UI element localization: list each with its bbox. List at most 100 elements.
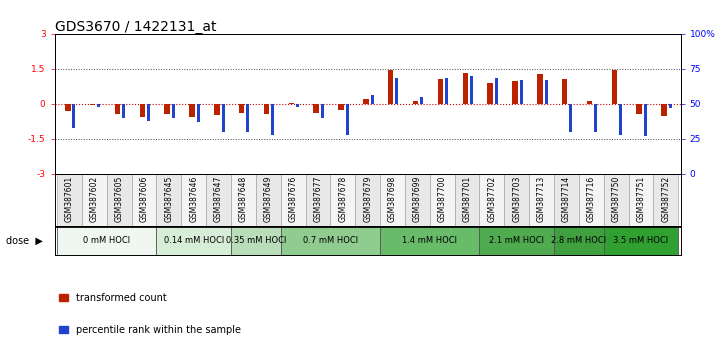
Bar bbox=[181, 174, 206, 227]
Text: GSM387701: GSM387701 bbox=[462, 175, 472, 222]
Bar bbox=[122, 104, 125, 118]
Text: GSM387702: GSM387702 bbox=[487, 175, 496, 222]
Bar bbox=[395, 79, 398, 104]
Bar bbox=[264, 104, 269, 114]
Bar bbox=[594, 104, 597, 132]
Bar bbox=[371, 95, 373, 104]
Bar bbox=[545, 80, 547, 104]
Bar bbox=[562, 79, 567, 104]
Bar bbox=[636, 104, 642, 114]
Bar bbox=[470, 76, 473, 104]
Bar bbox=[579, 174, 604, 227]
Bar bbox=[288, 103, 294, 104]
Bar bbox=[98, 104, 100, 107]
Bar bbox=[462, 73, 468, 104]
Bar bbox=[363, 98, 368, 104]
Bar bbox=[420, 97, 423, 104]
Bar bbox=[231, 174, 256, 227]
Text: GSM387751: GSM387751 bbox=[636, 175, 646, 222]
Bar bbox=[619, 104, 622, 135]
Text: GSM387601: GSM387601 bbox=[65, 175, 74, 222]
Bar bbox=[214, 104, 220, 115]
Text: 1.4 mM HOCl: 1.4 mM HOCl bbox=[403, 236, 457, 245]
Text: GDS3670 / 1422131_at: GDS3670 / 1422131_at bbox=[55, 19, 216, 34]
Legend: percentile rank within the sample: percentile rank within the sample bbox=[60, 325, 241, 335]
Bar bbox=[231, 227, 281, 255]
Bar bbox=[612, 70, 617, 104]
Bar bbox=[206, 174, 231, 227]
Text: GSM387714: GSM387714 bbox=[562, 175, 571, 222]
Bar bbox=[296, 104, 299, 107]
Text: dose  ▶: dose ▶ bbox=[6, 236, 43, 246]
Text: 2.8 mM HOCl: 2.8 mM HOCl bbox=[551, 236, 606, 245]
Bar bbox=[529, 174, 554, 227]
Text: 0.35 mM HOCl: 0.35 mM HOCl bbox=[226, 236, 286, 245]
Text: 0 mM HOCl: 0 mM HOCl bbox=[83, 236, 130, 245]
Bar bbox=[380, 227, 480, 255]
Text: GSM387645: GSM387645 bbox=[165, 175, 173, 222]
Bar bbox=[107, 174, 132, 227]
Bar bbox=[147, 104, 150, 121]
Bar bbox=[82, 174, 107, 227]
Bar bbox=[380, 174, 405, 227]
Text: GSM387699: GSM387699 bbox=[413, 175, 422, 222]
Bar bbox=[272, 104, 274, 135]
Bar bbox=[246, 104, 250, 132]
Bar bbox=[314, 104, 319, 113]
Text: 2.1 mM HOCl: 2.1 mM HOCl bbox=[489, 236, 545, 245]
Bar bbox=[487, 83, 493, 104]
Bar bbox=[321, 104, 324, 118]
Bar bbox=[628, 174, 653, 227]
Text: GSM387703: GSM387703 bbox=[513, 175, 521, 222]
Bar bbox=[554, 174, 579, 227]
Text: GSM387676: GSM387676 bbox=[288, 175, 298, 222]
Bar bbox=[355, 174, 380, 227]
Bar bbox=[339, 104, 344, 110]
Bar bbox=[480, 174, 505, 227]
Text: 3.5 mM HOCl: 3.5 mM HOCl bbox=[614, 236, 668, 245]
Text: GSM387679: GSM387679 bbox=[363, 175, 372, 222]
Bar bbox=[604, 227, 678, 255]
Bar bbox=[569, 104, 572, 132]
Text: GSM387646: GSM387646 bbox=[189, 175, 198, 222]
Bar bbox=[221, 104, 224, 132]
Bar bbox=[157, 174, 181, 227]
Bar bbox=[554, 227, 604, 255]
Bar bbox=[115, 104, 120, 114]
Bar bbox=[256, 174, 281, 227]
Bar bbox=[445, 79, 448, 104]
Bar bbox=[140, 104, 145, 116]
Bar bbox=[520, 80, 523, 104]
Text: GSM387713: GSM387713 bbox=[537, 175, 546, 222]
Bar bbox=[346, 104, 349, 135]
Bar bbox=[413, 101, 419, 104]
Text: GSM387678: GSM387678 bbox=[339, 175, 347, 222]
Bar bbox=[281, 174, 306, 227]
Bar bbox=[132, 174, 157, 227]
Bar bbox=[430, 174, 454, 227]
Bar bbox=[165, 104, 170, 114]
Bar bbox=[495, 79, 498, 104]
Bar bbox=[189, 104, 194, 116]
Text: GSM387716: GSM387716 bbox=[587, 175, 596, 222]
Legend: transformed count: transformed count bbox=[60, 293, 167, 303]
Bar bbox=[388, 70, 393, 104]
Bar bbox=[73, 104, 76, 127]
Text: GSM387677: GSM387677 bbox=[314, 175, 323, 222]
Bar bbox=[405, 174, 430, 227]
Bar bbox=[331, 174, 355, 227]
Bar bbox=[513, 81, 518, 104]
Bar bbox=[587, 101, 593, 104]
Bar bbox=[604, 174, 628, 227]
Text: GSM387649: GSM387649 bbox=[264, 175, 273, 222]
Bar bbox=[505, 174, 529, 227]
Text: GSM387700: GSM387700 bbox=[438, 175, 447, 222]
Text: GSM387606: GSM387606 bbox=[140, 175, 149, 222]
Bar bbox=[537, 74, 542, 104]
Bar bbox=[197, 104, 199, 122]
Bar bbox=[157, 227, 231, 255]
Bar bbox=[90, 104, 95, 105]
Text: GSM387605: GSM387605 bbox=[115, 175, 124, 222]
Text: GSM387648: GSM387648 bbox=[239, 175, 248, 222]
Bar bbox=[281, 227, 380, 255]
